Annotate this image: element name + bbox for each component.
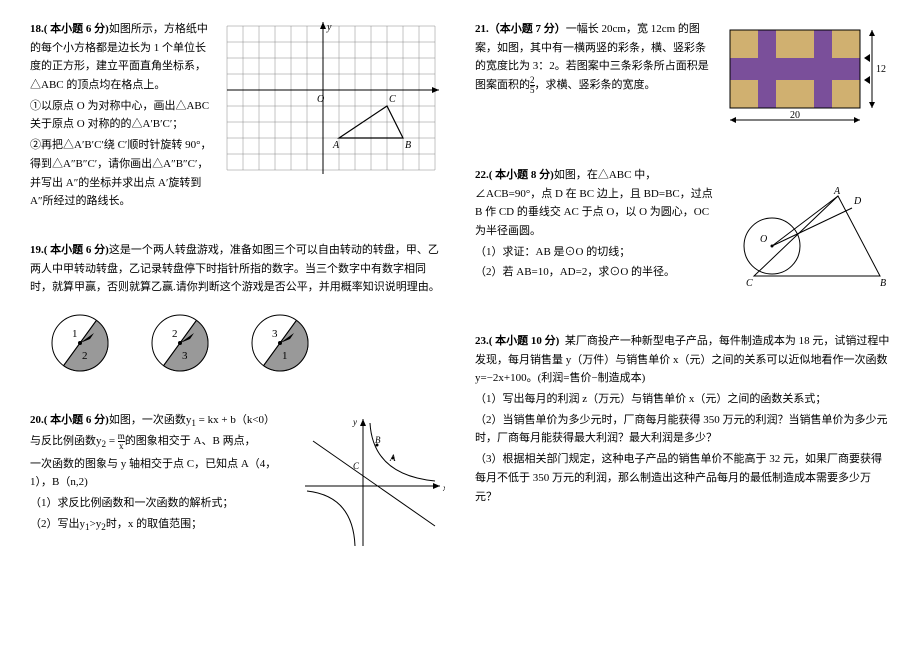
- svg-text:B: B: [375, 435, 381, 445]
- svg-text:1: 1: [282, 350, 288, 362]
- svg-text:20: 20: [790, 110, 800, 121]
- svg-text:3: 3: [182, 350, 188, 362]
- svg-text:x: x: [442, 483, 445, 493]
- p23-line1: 23.( 本小题 10 分) 某厂商投产一种新型电子产品，每件制造成本为 18 …: [475, 332, 890, 388]
- problem-21: 20 12 21.（本小题 7 分）一幅长 20cm，宽 12cm 的图案，如图…: [475, 20, 890, 138]
- figure-18: y O A B C: [225, 20, 445, 178]
- svg-text:B: B: [405, 140, 411, 151]
- axis-y-label: y: [326, 22, 332, 33]
- problem-20: x y A B C 20.( 本小题 6 分)如图，一次函数y1 = kx + …: [30, 411, 445, 559]
- svg-text:C: C: [353, 461, 360, 471]
- svg-text:D: D: [853, 196, 862, 207]
- svg-text:C: C: [746, 278, 753, 289]
- figure-21: 20 12: [720, 20, 890, 130]
- p23-sub3: （3）根据相关部门规定，这种电子产品的销售单价不能高于 32 元，如果厂商要获得…: [475, 450, 890, 506]
- svg-text:O: O: [760, 234, 767, 245]
- svg-text:12: 12: [876, 64, 886, 75]
- origin-label: O: [317, 94, 324, 105]
- p23-sub1: （1）写出每月的利润 z（万元）与销售单价 x（元）之间的函数关系式；: [475, 390, 890, 409]
- problem-19: 19.( 本小题 6 分)这是一个两人转盘游戏，准备如图三个可以自由转动的转盘，…: [30, 241, 445, 383]
- svg-text:B: B: [880, 278, 886, 289]
- problem-18: y O A B C 18.( 本小题 6 分)如图所示，方格纸中的每个小方格都是…: [30, 20, 445, 213]
- problem-22: A D O C B 22.( 本小题 8 分)如图，在△ABC 中，∠ACB=9…: [475, 166, 890, 304]
- figure-22: A D O C B: [730, 186, 890, 296]
- svg-text:1: 1: [72, 328, 78, 340]
- svg-text:A: A: [833, 186, 841, 197]
- p19-header: 19.( 本小题 6 分)这是一个两人转盘游戏，准备如图三个可以自由转动的转盘，…: [30, 241, 445, 297]
- p23-sub2: （2）当销售单价为多少元时，厂商每月能获得 350 万元的利润？当销售单价为多少…: [475, 411, 890, 448]
- figure-20: x y A B C: [295, 411, 445, 551]
- svg-text:C: C: [389, 94, 396, 105]
- svg-text:2: 2: [172, 328, 178, 340]
- svg-text:y: y: [352, 417, 357, 427]
- figure-19: 122331: [30, 303, 445, 383]
- svg-text:A: A: [332, 140, 340, 151]
- svg-text:2: 2: [82, 350, 88, 362]
- svg-text:3: 3: [272, 328, 278, 340]
- problem-23: 23.( 本小题 10 分) 某厂商投产一种新型电子产品，每件制造成本为 18 …: [475, 332, 890, 506]
